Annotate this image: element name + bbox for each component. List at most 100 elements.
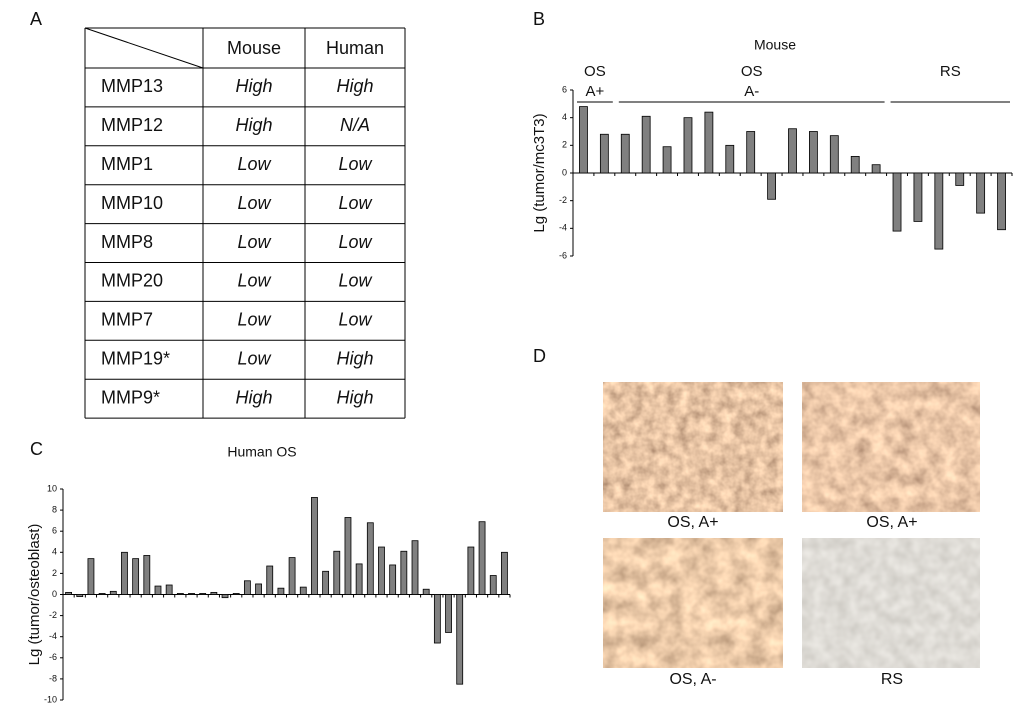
row-header: MMP20: [101, 271, 163, 291]
bar: [322, 570, 330, 595]
table-cell: Low: [338, 232, 372, 252]
bar: [400, 550, 408, 595]
bar: [87, 558, 95, 595]
y-tick-label: 0: [562, 167, 567, 177]
bar: [599, 133, 609, 174]
table-cell: Low: [237, 271, 271, 291]
table-cell: Low: [338, 193, 372, 213]
bar: [132, 558, 140, 595]
bar: [850, 155, 860, 174]
y-tick-label: 10: [47, 483, 57, 493]
y-tick-label: 2: [52, 568, 57, 578]
bar: [355, 563, 363, 595]
image-caption: RS: [881, 671, 903, 688]
y-tick-label: -6: [559, 250, 567, 260]
bar: [65, 591, 72, 595]
bar: [997, 172, 1006, 231]
chart-title: Human OS: [227, 444, 296, 460]
table-diagonal: [84, 27, 204, 69]
image-caption: OS, A-: [669, 671, 716, 688]
table-cell: Low: [237, 310, 271, 330]
micrograph: [603, 382, 783, 512]
bar: [501, 551, 508, 595]
table-cell: High: [336, 76, 373, 96]
bar: [344, 517, 352, 595]
bar: [311, 497, 318, 595]
table-cell: High: [336, 387, 373, 407]
micrograph: [603, 538, 783, 668]
row-header: MMP10: [101, 193, 163, 213]
image-caption: OS, A+: [667, 514, 718, 531]
bar: [422, 588, 430, 595]
table-cell: Low: [237, 154, 271, 174]
y-tick-label: -4: [49, 631, 57, 641]
bar: [277, 587, 285, 595]
bar: [934, 172, 944, 250]
bar: [98, 593, 106, 595]
bar: [378, 546, 385, 595]
bar: [188, 593, 195, 595]
bar: [683, 117, 693, 174]
panel-label: D: [533, 346, 546, 366]
bar: [746, 131, 756, 174]
y-tick-label: -4: [559, 223, 567, 233]
bar: [725, 144, 735, 174]
bar: [210, 591, 218, 595]
table-cell: Low: [237, 193, 271, 213]
panel-label: B: [533, 9, 545, 29]
row-header: MMP13: [101, 76, 163, 96]
bar: [366, 522, 374, 595]
y-tick-label: -2: [559, 195, 567, 205]
bar: [76, 594, 84, 598]
group-label: A-: [744, 83, 759, 100]
table-cell: Low: [237, 349, 271, 369]
bar: [333, 550, 341, 595]
bar: [913, 172, 923, 222]
bar: [704, 111, 714, 174]
table-cell: Low: [338, 154, 372, 174]
bar: [892, 172, 902, 232]
micrograph: [802, 382, 980, 512]
bar: [243, 580, 251, 595]
y-axis-label: Lg (tumor/osteoblast): [26, 524, 43, 666]
bar: [232, 593, 240, 595]
bar: [411, 540, 419, 595]
bar: [199, 593, 207, 595]
bar: [829, 135, 839, 174]
bar: [478, 521, 486, 595]
y-tick-label: -10: [44, 694, 57, 704]
bar: [165, 584, 173, 595]
bar: [620, 133, 630, 174]
bar: [266, 565, 274, 595]
column-header: Mouse: [227, 38, 281, 58]
micrographs: [603, 382, 980, 668]
bar: [955, 172, 965, 186]
y-tick-label: 6: [562, 84, 567, 94]
bar: [299, 586, 307, 595]
table-cell: Low: [338, 271, 372, 291]
bar: [871, 164, 881, 174]
bar: [121, 551, 128, 595]
bar: [433, 594, 441, 644]
bar: [467, 546, 475, 595]
bar: [445, 594, 452, 633]
bar: [767, 172, 776, 200]
group-label: RS: [940, 63, 961, 80]
bar: [109, 590, 117, 595]
chart-title: Mouse: [754, 37, 796, 53]
y-tick-label: -8: [49, 673, 57, 683]
column-header: Human: [326, 38, 384, 58]
micrograph: [802, 538, 980, 668]
bar: [288, 557, 296, 595]
bar: [221, 594, 229, 599]
bar: [154, 585, 162, 595]
group-label: OS: [584, 63, 606, 80]
panel-label: C: [30, 439, 43, 459]
bar: [809, 131, 818, 174]
table-cell: High: [235, 387, 272, 407]
bar: [255, 583, 262, 595]
y-tick-label: -6: [49, 652, 57, 662]
bar: [579, 106, 588, 174]
row-header: MMP8: [101, 232, 153, 252]
